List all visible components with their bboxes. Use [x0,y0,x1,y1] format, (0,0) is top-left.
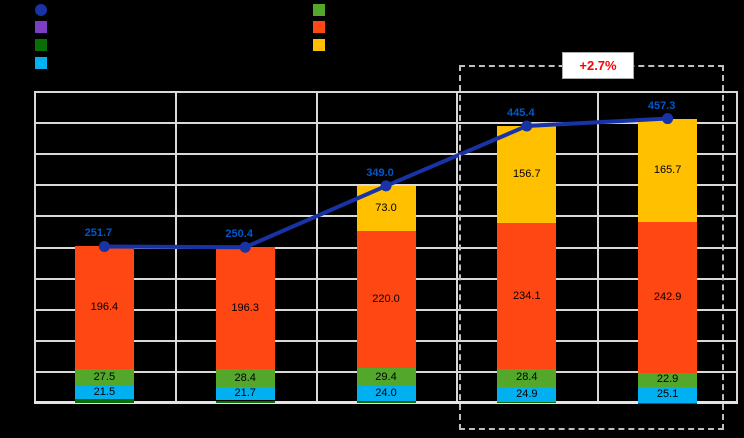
gridline-vertical [315,92,318,403]
plot-area: 21.5 27.5 196.4 21.7 28.4 196.3 24.0 29.4 220.0 7… [34,91,738,404]
bar-4-segment-orange: 156.7 [497,125,557,224]
total-value-label: 445.4 [507,106,535,119]
line-marker [239,241,251,253]
total-value-label: 251.7 [84,227,113,240]
bar-2-segment-cyan: 21.7 [215,387,275,401]
legend-marker-segment-dark-green [35,39,47,51]
highlight-region-box [459,65,724,430]
bar-5-segment-orange-red: 242.9 [638,221,698,373]
bar-4-segment-orange-red: 234.1 [497,223,557,370]
gridline-vertical [597,92,600,403]
gridline-vertical [736,92,738,403]
legend-marker-segment-purple [35,21,47,33]
bar-3-segment-green: 29.4 [356,368,416,387]
line-marker [521,120,533,132]
bar-1-segment-orange-red: 196.4 [74,246,134,369]
bar-5-segment-cyan: 25.1 [638,386,698,403]
bar-3-segment-cyan: 24.0 [356,386,416,402]
line-marker [662,113,674,125]
bar-2-segment-orange-red: 196.3 [215,247,275,370]
bar-4-segment-dark-green-base [497,402,557,403]
gridline-horizontal [34,91,738,93]
bar-1-segment-cyan: 21.5 [74,385,134,400]
bar-2-segment-dark-green-base [215,400,275,403]
gridline-vertical [34,92,36,403]
bar-3-segment-orange-red: 220.0 [356,231,416,369]
line-marker [380,180,392,192]
bar-1-segment-dark-green-base [74,399,134,403]
total-line-plot [98,113,674,253]
legend-marker-segment-orange [313,39,325,51]
legend-marker-segment-cyan [35,57,47,69]
bar-2-segment-green: 28.4 [215,369,275,387]
growth-annotation-label: +2.7% [579,58,617,73]
total-value-label: 250.4 [225,228,253,241]
total-value-label: 349.0 [366,166,394,179]
bar-4-segment-cyan: 24.9 [497,386,557,403]
line-marker [98,240,110,252]
legend-marker-total-line [35,4,47,16]
total-value-label: 457.3 [647,99,676,112]
bar-4-segment-green: 28.4 [497,369,557,387]
gridline-horizontal [34,122,738,125]
legend-marker-segment-orange-red [313,21,325,33]
growth-annotation: +2.7% [562,52,634,79]
bar-5-segment-orange: 165.7 [638,118,698,222]
bar-3-segment-dark-green-base [356,401,416,403]
gridline-vertical [456,92,459,403]
legend-marker-segment-green [313,4,325,16]
gridline-horizontal [34,153,738,156]
bar-1-segment-green: 27.5 [74,368,134,386]
bar-5-segment-green: 22.9 [638,372,698,387]
